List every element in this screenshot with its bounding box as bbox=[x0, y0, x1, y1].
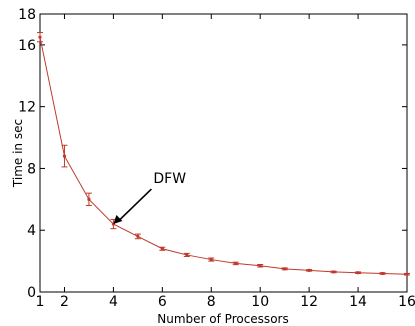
data-point bbox=[232, 261, 239, 266]
data-point bbox=[85, 192, 92, 207]
y-tick-label: 4 bbox=[27, 223, 36, 239]
point-marker bbox=[234, 261, 238, 266]
x-tick-label: 16 bbox=[398, 294, 415, 310]
x-tick-label: 1 bbox=[36, 294, 45, 310]
x-tick-label: 4 bbox=[109, 294, 118, 310]
data-point bbox=[306, 268, 313, 272]
point-marker bbox=[185, 253, 189, 257]
data-point bbox=[134, 233, 141, 240]
point-marker bbox=[136, 234, 140, 238]
y-axis-label: Time in sec bbox=[11, 119, 25, 188]
tick-labels: 1 2 4 6 8 10 12 14 16 0 4 8 12 16 18 bbox=[18, 7, 415, 310]
y-tick-label: 0 bbox=[27, 285, 36, 301]
point-marker bbox=[38, 35, 42, 39]
x-tick-label: 12 bbox=[300, 294, 318, 310]
data-point bbox=[159, 246, 166, 251]
annotation-label: DFW bbox=[153, 171, 186, 187]
point-marker bbox=[209, 257, 213, 262]
x-tick-label: 10 bbox=[251, 294, 269, 310]
data-point bbox=[208, 257, 215, 262]
ticks bbox=[39, 13, 408, 293]
point-marker bbox=[160, 247, 164, 251]
x-tick-label: 2 bbox=[60, 294, 69, 310]
data-point bbox=[37, 32, 43, 43]
data-point bbox=[257, 264, 264, 268]
x-tick-label: 6 bbox=[158, 294, 167, 310]
point-marker bbox=[307, 268, 311, 272]
plot-frame bbox=[39, 13, 408, 293]
y-tick-label: 18 bbox=[18, 7, 36, 23]
point-marker bbox=[62, 154, 67, 158]
point-marker bbox=[258, 264, 262, 268]
annotation-layer: DFW bbox=[113, 171, 186, 225]
point-marker bbox=[283, 267, 287, 271]
x-axis-label: Number of Processors bbox=[157, 312, 288, 326]
data-point bbox=[281, 267, 288, 271]
point-marker bbox=[356, 271, 360, 275]
series-layer bbox=[37, 32, 410, 276]
data-point bbox=[61, 144, 68, 168]
point-marker bbox=[405, 272, 409, 276]
data-point bbox=[404, 272, 410, 276]
x-tick-label: 8 bbox=[207, 294, 216, 310]
data-point bbox=[355, 271, 362, 275]
point-marker bbox=[380, 271, 385, 276]
data-point bbox=[330, 270, 337, 274]
point-marker bbox=[87, 197, 91, 201]
x-tick-label: 14 bbox=[349, 294, 367, 310]
annotation-arrowhead bbox=[113, 215, 123, 225]
series-line bbox=[39, 37, 408, 275]
y-tick-label: 12 bbox=[18, 100, 36, 116]
data-point bbox=[379, 271, 386, 276]
y-tick-label: 16 bbox=[18, 38, 36, 54]
annotation-arrow bbox=[116, 188, 152, 223]
y-tick-label: 8 bbox=[27, 161, 36, 177]
point-marker bbox=[332, 270, 336, 274]
data-point bbox=[183, 252, 190, 257]
